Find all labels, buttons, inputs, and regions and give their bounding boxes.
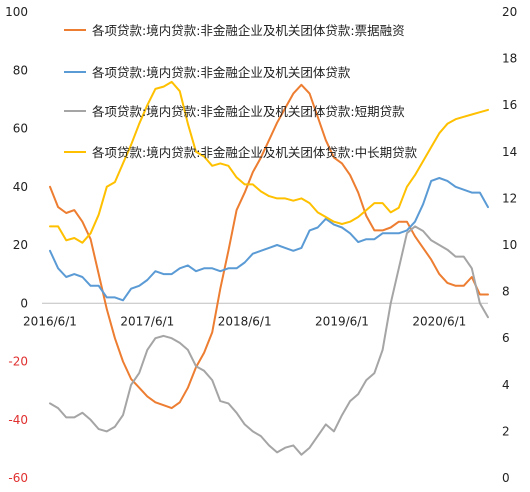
legend-item-long-term-loans: 各项贷款:境内贷款:非金融企业及机关团体贷款:中长期贷款 bbox=[64, 145, 418, 160]
right-tick-label: 14 bbox=[502, 145, 517, 159]
right-tick-label: 12 bbox=[502, 191, 517, 205]
right-axis-ticks: 0 2 4 6 8 10 12 14 16 18 20 bbox=[502, 5, 517, 485]
legend-label: 各项贷款:境内贷款:非金融企业及机关团体贷款:中长期贷款 bbox=[92, 145, 418, 160]
right-tick-label: 0 bbox=[502, 471, 510, 485]
x-tick-label: 2020/6/1 bbox=[412, 314, 466, 328]
legend-label: 各项贷款:境内贷款:非金融企业及机关团体贷款 bbox=[92, 65, 351, 80]
left-tick-label: 0 bbox=[20, 296, 28, 310]
legend: 各项贷款:境内贷款:非金融企业及机关团体贷款:票据融资 各项贷款:境内贷款:非金… bbox=[64, 23, 418, 160]
right-tick-label: 10 bbox=[502, 238, 517, 252]
legend-item-short-term-loans: 各项贷款:境内贷款:非金融企业及机关团体贷款:短期贷款 bbox=[64, 104, 405, 119]
left-tick-label: 80 bbox=[13, 63, 28, 77]
right-tick-label: 8 bbox=[502, 285, 510, 299]
legend-item-bill-financing: 各项贷款:境内贷款:非金融企业及机关团体贷款:票据融资 bbox=[64, 23, 405, 38]
left-tick-label: -20 bbox=[8, 355, 28, 369]
right-tick-label: 6 bbox=[502, 331, 510, 345]
legend-label: 各项贷款:境内贷款:非金融企业及机关团体贷款:票据融资 bbox=[92, 23, 405, 38]
series-line-0 bbox=[49, 83, 489, 410]
right-tick-label: 18 bbox=[502, 52, 517, 66]
left-axis-ticks: -60 -40 -20 0 20 40 60 80 100 bbox=[5, 5, 28, 485]
series-line-2 bbox=[49, 225, 489, 456]
right-tick-label: 20 bbox=[502, 5, 517, 19]
left-tick-label: 100 bbox=[5, 5, 28, 19]
x-tick-label: 2019/6/1 bbox=[315, 314, 369, 328]
legend-label: 各项贷款:境内贷款:非金融企业及机关团体贷款:短期贷款 bbox=[92, 104, 405, 119]
x-tick-label: 2017/6/1 bbox=[120, 314, 174, 328]
x-tick-label: 2016/6/1 bbox=[23, 314, 77, 328]
left-tick-label: 40 bbox=[13, 180, 28, 194]
left-tick-label: 20 bbox=[13, 238, 28, 252]
left-tick-label: 60 bbox=[13, 122, 28, 136]
series-line-3 bbox=[49, 80, 489, 244]
x-axis-ticks: 2016/6/1 2017/6/1 2018/6/1 2019/6/1 2020/6/1 bbox=[23, 314, 466, 328]
right-tick-label: 16 bbox=[502, 98, 517, 112]
legend-item-total-loans: 各项贷款:境内贷款:非金融企业及机关团体贷款 bbox=[64, 65, 351, 80]
left-tick-label: -40 bbox=[8, 413, 28, 427]
right-tick-label: 4 bbox=[502, 378, 510, 392]
series-layer bbox=[49, 80, 489, 456]
left-tick-label: -60 bbox=[8, 471, 28, 485]
right-tick-label: 2 bbox=[502, 424, 510, 438]
x-tick-label: 2018/6/1 bbox=[218, 314, 272, 328]
series-line-1 bbox=[49, 177, 489, 302]
